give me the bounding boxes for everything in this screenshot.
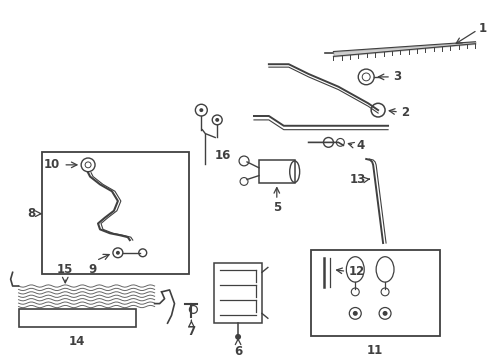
Circle shape (235, 334, 241, 340)
Text: 14: 14 (69, 335, 85, 348)
Circle shape (382, 311, 387, 316)
Text: 11: 11 (366, 344, 383, 357)
Circle shape (352, 311, 357, 316)
Text: 16: 16 (215, 149, 231, 162)
Text: 12: 12 (347, 265, 364, 278)
Text: 6: 6 (233, 345, 242, 357)
Text: 3: 3 (392, 71, 400, 84)
Circle shape (199, 108, 203, 112)
Text: 7: 7 (187, 325, 195, 338)
Text: 9: 9 (88, 262, 96, 275)
Bar (259, 160, 294, 183)
Text: 2: 2 (400, 105, 408, 118)
Text: 8: 8 (27, 207, 36, 220)
Bar (310, 250, 439, 336)
Bar (214, 262, 262, 323)
Text: 15: 15 (57, 263, 73, 276)
Text: 1: 1 (477, 22, 486, 35)
Circle shape (116, 251, 120, 255)
Circle shape (215, 118, 219, 122)
Text: 10: 10 (44, 158, 60, 171)
Bar (42, 152, 189, 274)
Text: 13: 13 (349, 173, 366, 186)
Bar (19, 310, 136, 327)
Text: 4: 4 (356, 139, 364, 152)
Text: 5: 5 (272, 201, 281, 214)
